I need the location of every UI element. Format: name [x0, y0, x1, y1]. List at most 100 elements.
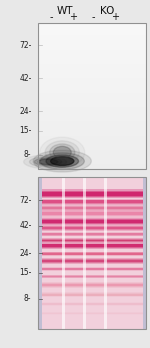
Bar	[38, 122, 146, 123]
Bar	[42, 226, 143, 230]
Bar	[38, 162, 146, 163]
Bar	[38, 151, 146, 152]
Bar	[38, 41, 146, 42]
Bar	[83, 177, 86, 329]
Bar	[42, 312, 143, 315]
Bar	[38, 50, 146, 51]
Bar	[38, 47, 146, 48]
Bar	[38, 51, 146, 52]
Bar	[62, 177, 65, 329]
Bar	[38, 142, 146, 143]
Bar	[42, 313, 143, 314]
Text: 15-: 15-	[19, 268, 32, 277]
Bar	[38, 177, 146, 329]
Bar	[42, 212, 143, 215]
Bar	[38, 139, 146, 140]
Bar	[38, 118, 146, 119]
Bar	[38, 85, 146, 86]
Bar	[42, 225, 143, 230]
Bar	[42, 268, 143, 270]
Bar	[38, 86, 146, 87]
Bar	[104, 177, 107, 329]
Bar	[38, 112, 146, 113]
Bar	[38, 79, 146, 80]
Bar	[38, 92, 146, 93]
Bar	[38, 73, 146, 74]
Text: 72-: 72-	[19, 196, 32, 205]
Bar	[42, 282, 143, 288]
Bar	[38, 161, 146, 162]
Bar	[42, 244, 143, 248]
Text: -: -	[50, 13, 54, 22]
Bar	[42, 227, 143, 229]
Bar	[38, 77, 146, 78]
Bar	[38, 27, 146, 29]
Bar	[38, 84, 146, 85]
Bar	[38, 128, 146, 129]
Bar	[38, 158, 146, 159]
Bar	[38, 130, 146, 131]
Bar	[38, 116, 146, 117]
Bar	[42, 244, 143, 247]
Bar	[38, 66, 146, 68]
Bar	[38, 157, 146, 158]
Bar	[38, 166, 146, 167]
Ellipse shape	[40, 153, 84, 169]
Bar	[38, 119, 146, 120]
Bar	[42, 303, 143, 305]
Bar	[38, 127, 146, 128]
Bar	[38, 93, 146, 94]
Ellipse shape	[46, 155, 79, 167]
Bar	[38, 78, 146, 79]
Bar	[42, 233, 143, 235]
Bar	[38, 135, 146, 136]
Bar	[42, 302, 143, 306]
Bar	[38, 60, 146, 61]
Bar	[38, 87, 146, 88]
Bar	[42, 233, 143, 236]
Bar	[38, 124, 146, 125]
Bar	[38, 62, 146, 63]
Bar	[42, 268, 143, 270]
Bar	[38, 152, 146, 153]
Bar	[42, 292, 143, 297]
Text: 24-: 24-	[19, 249, 32, 258]
Bar	[38, 141, 146, 142]
Bar	[38, 94, 146, 95]
Bar	[38, 63, 146, 64]
Bar	[38, 52, 146, 53]
Bar	[38, 121, 146, 122]
Bar	[38, 31, 146, 32]
Bar	[38, 90, 146, 91]
Bar	[42, 276, 143, 277]
Bar	[42, 260, 143, 262]
Bar	[38, 48, 146, 49]
Bar	[38, 72, 146, 73]
Bar	[38, 109, 146, 110]
Bar	[38, 97, 146, 98]
Bar	[38, 40, 146, 41]
Bar	[42, 283, 143, 287]
Bar	[42, 252, 143, 256]
Bar	[38, 29, 146, 30]
Bar	[38, 58, 146, 59]
Bar	[42, 259, 143, 264]
Bar	[42, 211, 143, 216]
Bar	[38, 126, 146, 127]
Ellipse shape	[33, 150, 91, 172]
Ellipse shape	[34, 158, 62, 166]
Bar	[38, 43, 146, 44]
Bar	[38, 82, 146, 83]
Bar	[38, 30, 146, 31]
Bar	[38, 54, 146, 55]
Bar	[38, 83, 146, 84]
Text: 42-: 42-	[19, 74, 32, 83]
Text: KO: KO	[100, 6, 114, 16]
Bar	[38, 70, 146, 71]
Bar	[38, 23, 146, 24]
Bar	[38, 33, 146, 34]
Bar	[42, 199, 143, 205]
Bar	[38, 113, 146, 114]
Bar	[38, 57, 146, 58]
Bar	[38, 117, 146, 118]
